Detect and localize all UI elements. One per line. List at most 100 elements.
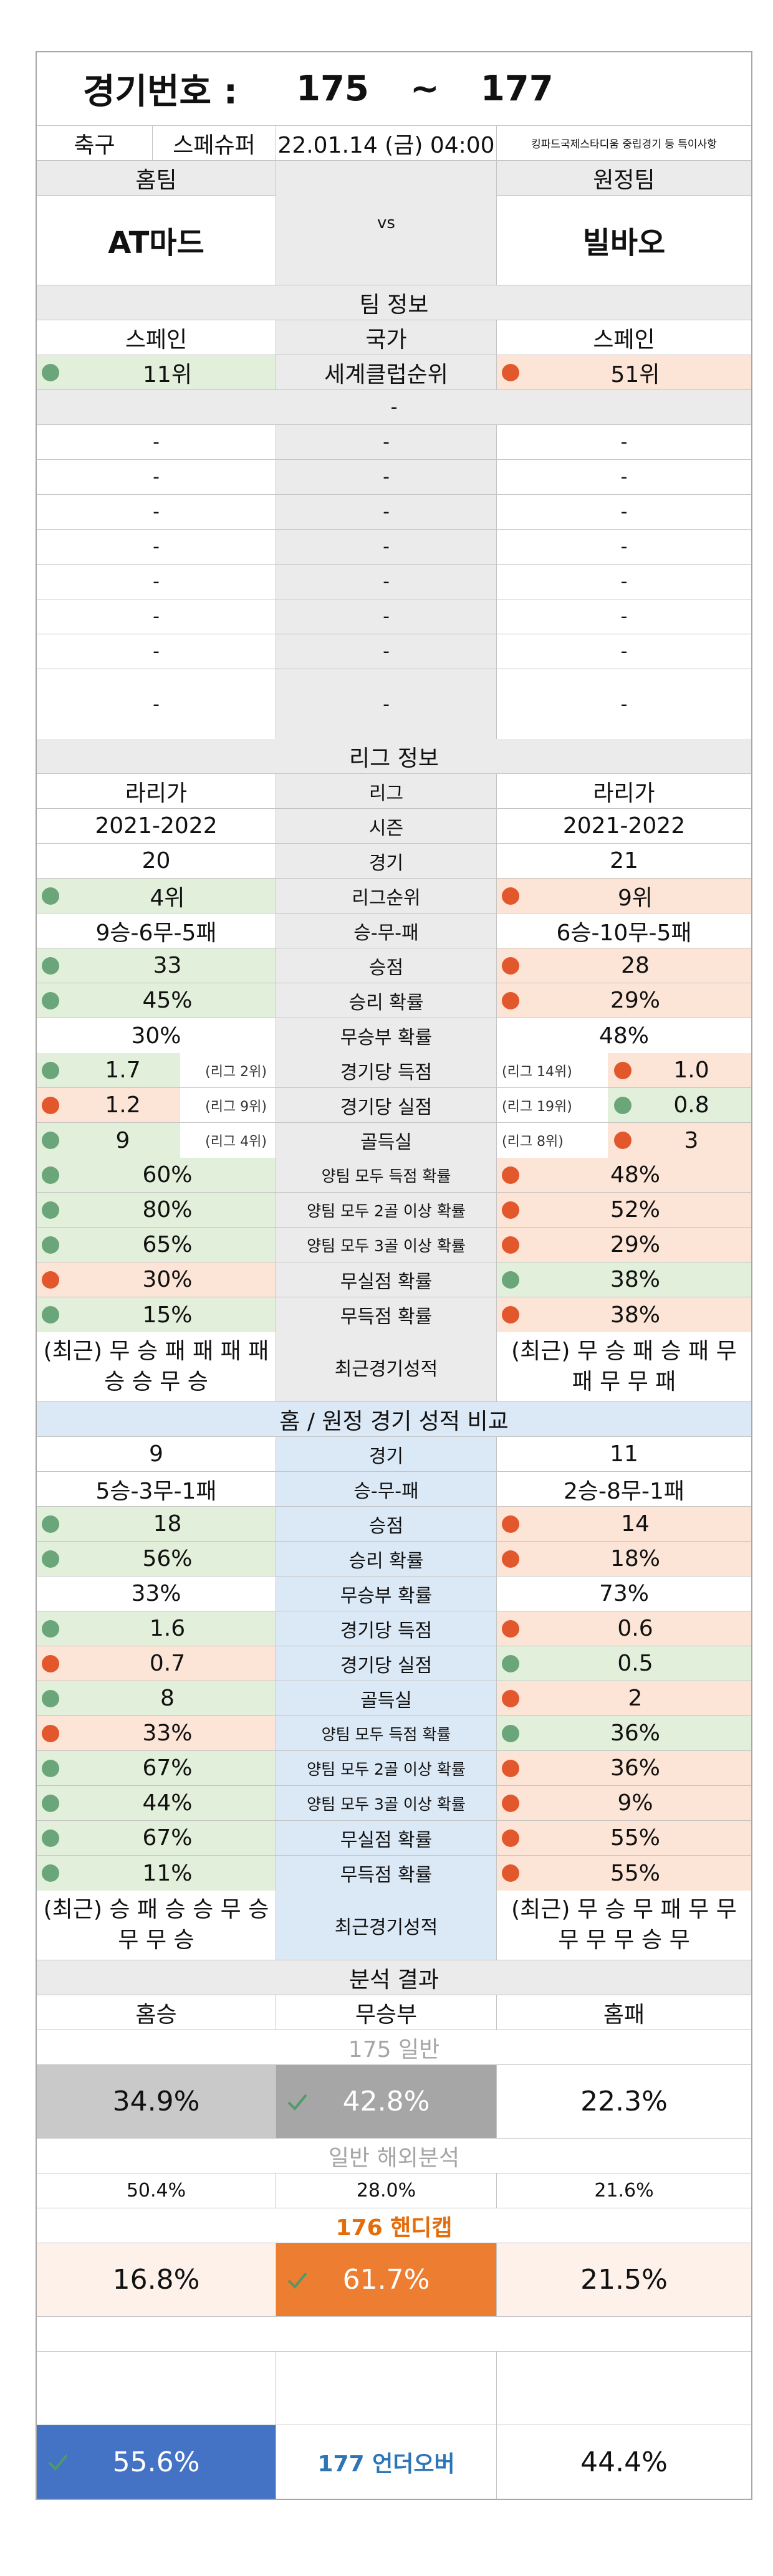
green-dot-icon — [42, 887, 59, 905]
home-value: 0.7 — [37, 1646, 276, 1681]
row-label: 양팀 모두 득점 확률 — [276, 1716, 497, 1750]
empty-info-row: --- — [37, 599, 751, 634]
handicap-win: 16.8% — [37, 2243, 276, 2316]
home-world-rank: 11위 — [37, 355, 276, 389]
world-rank-label: 세계클럽순위 — [276, 355, 497, 389]
handicap-draw: 61.7% — [276, 2243, 497, 2316]
spacer-cell — [276, 2352, 497, 2425]
away-value: 36% — [497, 1751, 751, 1785]
title-row: 경기번호 : 175 ~ 177 — [37, 52, 751, 126]
datetime-cell: 22.01.14 (금) 04:00 — [276, 126, 497, 160]
home-value: 1.2 (리그 9위) — [37, 1088, 276, 1122]
stat-row: 9승-6무-5패 승-무-패 6승-10무-5패 — [37, 914, 751, 948]
empty-info-row: --- — [37, 495, 751, 530]
away-value: 55% — [497, 1821, 751, 1855]
section-title: 분석 결과 — [349, 1967, 439, 1993]
away-value: (리그 8위) 3 — [497, 1123, 751, 1158]
away-value: 2승-8무-1패 — [563, 1478, 685, 1504]
stat-row: 30% 무승부 확률 48% — [37, 1018, 751, 1053]
handicap-lose: 21.5% — [497, 2243, 751, 2316]
home-value: 4위 — [37, 879, 276, 913]
home-value: 60% — [37, 1158, 276, 1192]
empty-info-row: --- — [37, 669, 751, 739]
row-label: 무실점 확률 — [276, 1821, 497, 1855]
orange-dot-icon — [502, 1515, 519, 1533]
home-value: 33% — [37, 1577, 276, 1611]
green-dot-icon — [42, 1132, 59, 1149]
away-value: 55% — [497, 1856, 751, 1891]
overseas-title: 일반 해외분석 — [328, 2145, 460, 2171]
check-icon — [287, 2272, 307, 2289]
home-country: 스페인 — [37, 320, 276, 355]
general-draw: 42.8% — [276, 2065, 497, 2138]
away-league-rank: (리그 14위) — [502, 1064, 572, 1080]
orange-dot-icon — [502, 1236, 519, 1254]
home-league-rank: (리그 4위) — [205, 1134, 267, 1150]
overseas-title-row: 일반 해외분석 — [37, 2139, 751, 2173]
green-dot-icon — [42, 1794, 59, 1812]
orange-dot-icon — [502, 1306, 519, 1324]
green-dot-icon — [502, 1724, 519, 1742]
orange-dot-icon — [614, 1132, 631, 1149]
venue-cell: 킹파드국제스타디움 중립경기 등 특이사항 — [531, 138, 717, 151]
home-value: 15% — [37, 1297, 276, 1332]
stat-row: 0.7 경기당 실점 0.5 — [37, 1646, 751, 1681]
green-dot-icon — [42, 1061, 59, 1079]
empty-info-row: --- — [37, 565, 751, 599]
match-analysis-sheet: 경기번호 : 175 ~ 177 축구 스페슈퍼 22.01.14 (금) 04… — [36, 51, 752, 2500]
green-dot-icon — [42, 1829, 59, 1847]
home-value: 1.6 — [37, 1611, 276, 1646]
check-icon — [287, 2094, 307, 2111]
away-dash: - — [620, 536, 628, 558]
outcome-labels-row: 홈승 무승부 홈패 — [37, 1995, 751, 2030]
home-team-label: 홈팀 — [37, 161, 276, 196]
row-label: 양팀 모두 득점 확률 — [276, 1158, 497, 1192]
home-value: 33% — [37, 1716, 276, 1750]
row-label: 승-무-패 — [276, 1472, 497, 1506]
row-label: 무실점 확률 — [276, 1262, 497, 1297]
match-meta-row: 축구 스페슈퍼 22.01.14 (금) 04:00 킹파드국제스타디움 중립경… — [37, 126, 751, 161]
stat-row: 56% 승리 확률 18% — [37, 1542, 751, 1577]
home-value: 65% — [37, 1228, 276, 1262]
orange-dot-icon — [502, 363, 519, 381]
home-value: 33 — [37, 948, 276, 983]
country-label: 국가 — [276, 320, 497, 355]
stat-row: 33% 양팀 모두 득점 확률 36% — [37, 1716, 751, 1751]
empty-info-row: --- — [37, 460, 751, 495]
away-dash: - — [620, 431, 628, 453]
league-cell: 스페슈퍼 — [153, 126, 276, 160]
stat-row: 33% 무승부 확률 73% — [37, 1577, 751, 1611]
home-team-name: AT마드 — [108, 226, 204, 260]
away-value: 9위 — [497, 879, 751, 913]
stat-row: 65% 양팀 모두 3골 이상 확률 29% — [37, 1228, 751, 1262]
stat-row: 5승-3무-1패 승-무-패 2승-8무-1패 — [37, 1472, 751, 1507]
orange-dot-icon — [502, 956, 519, 975]
stat-row: 15% 무득점 확률 38% — [37, 1297, 751, 1332]
label-dash: - — [276, 565, 497, 599]
away-value: 2021-2022 — [562, 813, 686, 839]
home-dash: - — [37, 599, 276, 634]
home-league-rank: (리그 2위) — [205, 1064, 267, 1080]
home-value: 67% — [37, 1821, 276, 1855]
away-dash: - — [620, 641, 628, 662]
away-value: 52% — [497, 1193, 751, 1227]
stat-row: 20 경기 21 — [37, 844, 751, 879]
away-value: (리그 14위) 1.0 — [497, 1053, 751, 1087]
stat-row: 60% 양팀 모두 득점 확률 48% — [37, 1158, 751, 1193]
green-dot-icon — [42, 1306, 59, 1324]
label-dash: - — [276, 669, 497, 739]
green-dot-icon — [42, 1166, 59, 1184]
home-win-label: 홈승 — [37, 1995, 276, 2030]
away-value: 28 — [497, 948, 751, 983]
blank-section-row: - — [37, 390, 751, 425]
row-label: 골득실 — [276, 1123, 497, 1158]
row-label: 승리 확률 — [276, 1542, 497, 1576]
green-dot-icon — [42, 1550, 59, 1568]
overseas-draw: 28.0% — [276, 2173, 497, 2208]
overseas-result-row: 50.4% 28.0% 21.6% — [37, 2173, 751, 2208]
row-label: 리그순위 — [276, 879, 497, 913]
orange-dot-icon — [614, 1061, 631, 1079]
orange-dot-icon — [502, 1864, 519, 1882]
orange-dot-icon — [502, 1550, 519, 1568]
section-homeaway: 홈 / 원정 경기 성적 비교 — [37, 1402, 751, 1437]
